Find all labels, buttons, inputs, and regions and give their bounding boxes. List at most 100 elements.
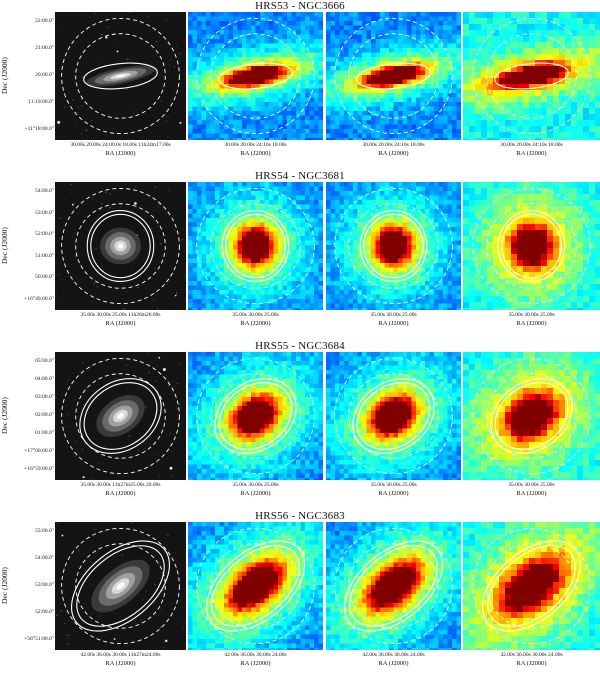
sky-annulus-outer <box>61 187 180 305</box>
ra-tick-labels: 35.00s 30.00s 25.00s <box>508 482 555 488</box>
ra-axis-label: RA (J2000) <box>240 150 271 157</box>
emission-map-panel <box>463 12 600 140</box>
aperture-ellipse <box>225 213 286 279</box>
sky-annulus-inner <box>210 203 301 289</box>
ra-tick-labels: 35.00s 30.00s 11h27m25.00s 20.00s <box>80 482 161 488</box>
aperture-ellipse-outer <box>497 210 566 282</box>
sky-annulus-outer <box>472 527 591 645</box>
sky-annulus-outer <box>472 17 591 135</box>
row-title: HRS54 - NGC3681 <box>255 170 345 182</box>
dec-tick-label: 22:00.0" <box>35 18 54 24</box>
galaxy-row: HRS55 - NGC3684 Dec (J2000) 05:00.0" 04:00.… <box>0 340 600 510</box>
sky-annulus-inner <box>486 543 577 629</box>
emission-map-panel <box>463 352 600 480</box>
ra-axis-label: RA (J2000) <box>516 320 547 327</box>
dec-tick-label: 21:00.0" <box>35 45 54 51</box>
ra-axis-label: RA (J2000) <box>516 150 547 157</box>
dec-tick-label: 02:00.0" <box>35 412 54 418</box>
sky-annulus-inner <box>348 543 439 629</box>
emission-map-panel <box>188 522 323 650</box>
sky-annulus-inner <box>486 203 577 289</box>
row-title: HRS56 - NGC3683 <box>255 510 345 522</box>
emission-map-panel <box>326 12 461 140</box>
dec-tick-label: +16°49:00.0" <box>24 296 54 302</box>
ra-axis-label: RA (J2000) <box>105 150 136 157</box>
row-title: HRS55 - NGC3684 <box>255 340 345 352</box>
optical-image-panel <box>55 352 186 480</box>
sky-annulus-outer <box>472 357 591 475</box>
sky-annulus-outer <box>472 187 591 305</box>
ra-tick-labels: 42.00s 36.00s 30.00s 24.00s <box>224 652 287 658</box>
dec-axis-label: Dec (J2000) <box>0 227 9 265</box>
sky-annulus-inner <box>348 373 439 459</box>
aperture-ellipse-outer <box>70 540 171 632</box>
aperture-ellipse-outer <box>221 210 290 282</box>
dec-tick-label: 04:00.0" <box>35 376 54 382</box>
aperture-ellipse <box>494 382 569 450</box>
ra-axis-label: RA (J2000) <box>240 320 271 327</box>
optical-image-panel <box>55 182 186 310</box>
optical-image-panel <box>55 12 186 140</box>
ra-tick-labels: 35.00s 30.00s 25.00s <box>370 482 417 488</box>
dec-tick-label: 20:00.0" <box>35 72 54 78</box>
optical-image-panel <box>55 522 186 650</box>
ra-tick-labels: 35.00s 30.00s 25.00s <box>232 482 279 488</box>
aperture-ellipse <box>356 62 431 90</box>
sky-annulus-inner <box>75 203 166 289</box>
ra-tick-labels: 30.00s 20.00s 24:10s 18.00s <box>500 142 563 148</box>
aperture-ellipse <box>487 545 576 627</box>
ra-tick-labels: 35.00s 30.00s 25.00s <box>370 312 417 318</box>
sky-annulus-inner <box>210 373 301 459</box>
ra-axis-label: RA (J2000) <box>105 320 136 327</box>
aperture-ellipse <box>76 545 165 627</box>
aperture-ellipse <box>218 62 293 90</box>
emission-map-panel <box>326 352 461 480</box>
ra-axis-label: RA (J2000) <box>516 490 547 497</box>
row-title: HRS53 - NGC3666 <box>255 0 345 12</box>
galaxy-row: HRS56 - NGC3683 Dec (J2000) 55:00.0" 54:00.… <box>0 510 600 680</box>
dec-tick-label: 50:00.0" <box>35 274 54 281</box>
ra-axis-label: RA (J2000) <box>105 660 136 667</box>
emission-map-panel <box>188 352 323 480</box>
galaxy-row: HRS54 - NGC3681 Dec (J2000) 54:00.0" 53:00.… <box>0 170 600 340</box>
sky-annulus-inner <box>210 33 301 119</box>
ra-tick-labels: 35.00s 30.00s 25.00s <box>232 312 279 318</box>
dec-tick-label: 51:00.0" <box>35 252 54 259</box>
ra-axis-label: RA (J2000) <box>378 320 409 327</box>
dec-tick-label: +17°00:00.0" <box>24 448 54 454</box>
dec-tick-label: 52:00.0" <box>35 609 54 615</box>
ra-axis-label: RA (J2000) <box>378 490 409 497</box>
emission-map-panel <box>463 522 600 650</box>
aperture-ellipse <box>494 62 569 90</box>
sky-annulus-inner <box>75 543 166 629</box>
ra-tick-labels: 42.00s 36.00s 30.00s 11h27m24.00s <box>80 652 161 658</box>
dec-tick-label: 54:00.0" <box>35 188 54 194</box>
sky-annulus-outer <box>334 187 453 305</box>
aperture-ellipse <box>363 213 424 279</box>
aperture-ellipse-outer <box>205 540 306 632</box>
ra-tick-labels: 35.00s 30.00s 25.00s <box>508 312 555 318</box>
dec-tick-label: 52:00.0" <box>35 231 54 238</box>
dec-tick-label: 55:00.0" <box>35 528 54 534</box>
emission-map-panel <box>326 522 461 650</box>
ra-tick-labels: 30.00s 20.00s 24:10s 18.00s <box>362 142 425 148</box>
sky-annulus-outer <box>61 357 180 475</box>
emission-map-panel <box>463 182 600 310</box>
aperture-ellipse <box>501 213 562 279</box>
sky-annulus-outer <box>334 357 453 475</box>
sky-annulus-inner <box>486 373 577 459</box>
sky-annulus-inner <box>348 33 439 119</box>
ra-tick-labels: 35.00s 30.00s 25.00s 11h26m20.00s <box>80 312 161 318</box>
dec-tick-label: 11:19:00.0" <box>28 99 54 105</box>
dec-tick-label: 53:00.0" <box>35 209 54 216</box>
aperture-ellipse <box>83 62 158 90</box>
sky-annulus-inner <box>75 33 166 119</box>
sky-annulus-inner <box>348 203 439 289</box>
aperture-ellipse-outer <box>359 210 428 282</box>
ra-tick-labels: 42.00s 36.00s 30.00s 24.00s <box>500 652 563 658</box>
sky-annulus-outer <box>196 357 315 475</box>
dec-tick-label: 54:00.0" <box>35 555 54 561</box>
aperture-ellipse <box>83 382 158 450</box>
aperture-ellipse-outer <box>86 210 155 282</box>
dec-tick-label: +16°59:00.0" <box>24 466 54 472</box>
